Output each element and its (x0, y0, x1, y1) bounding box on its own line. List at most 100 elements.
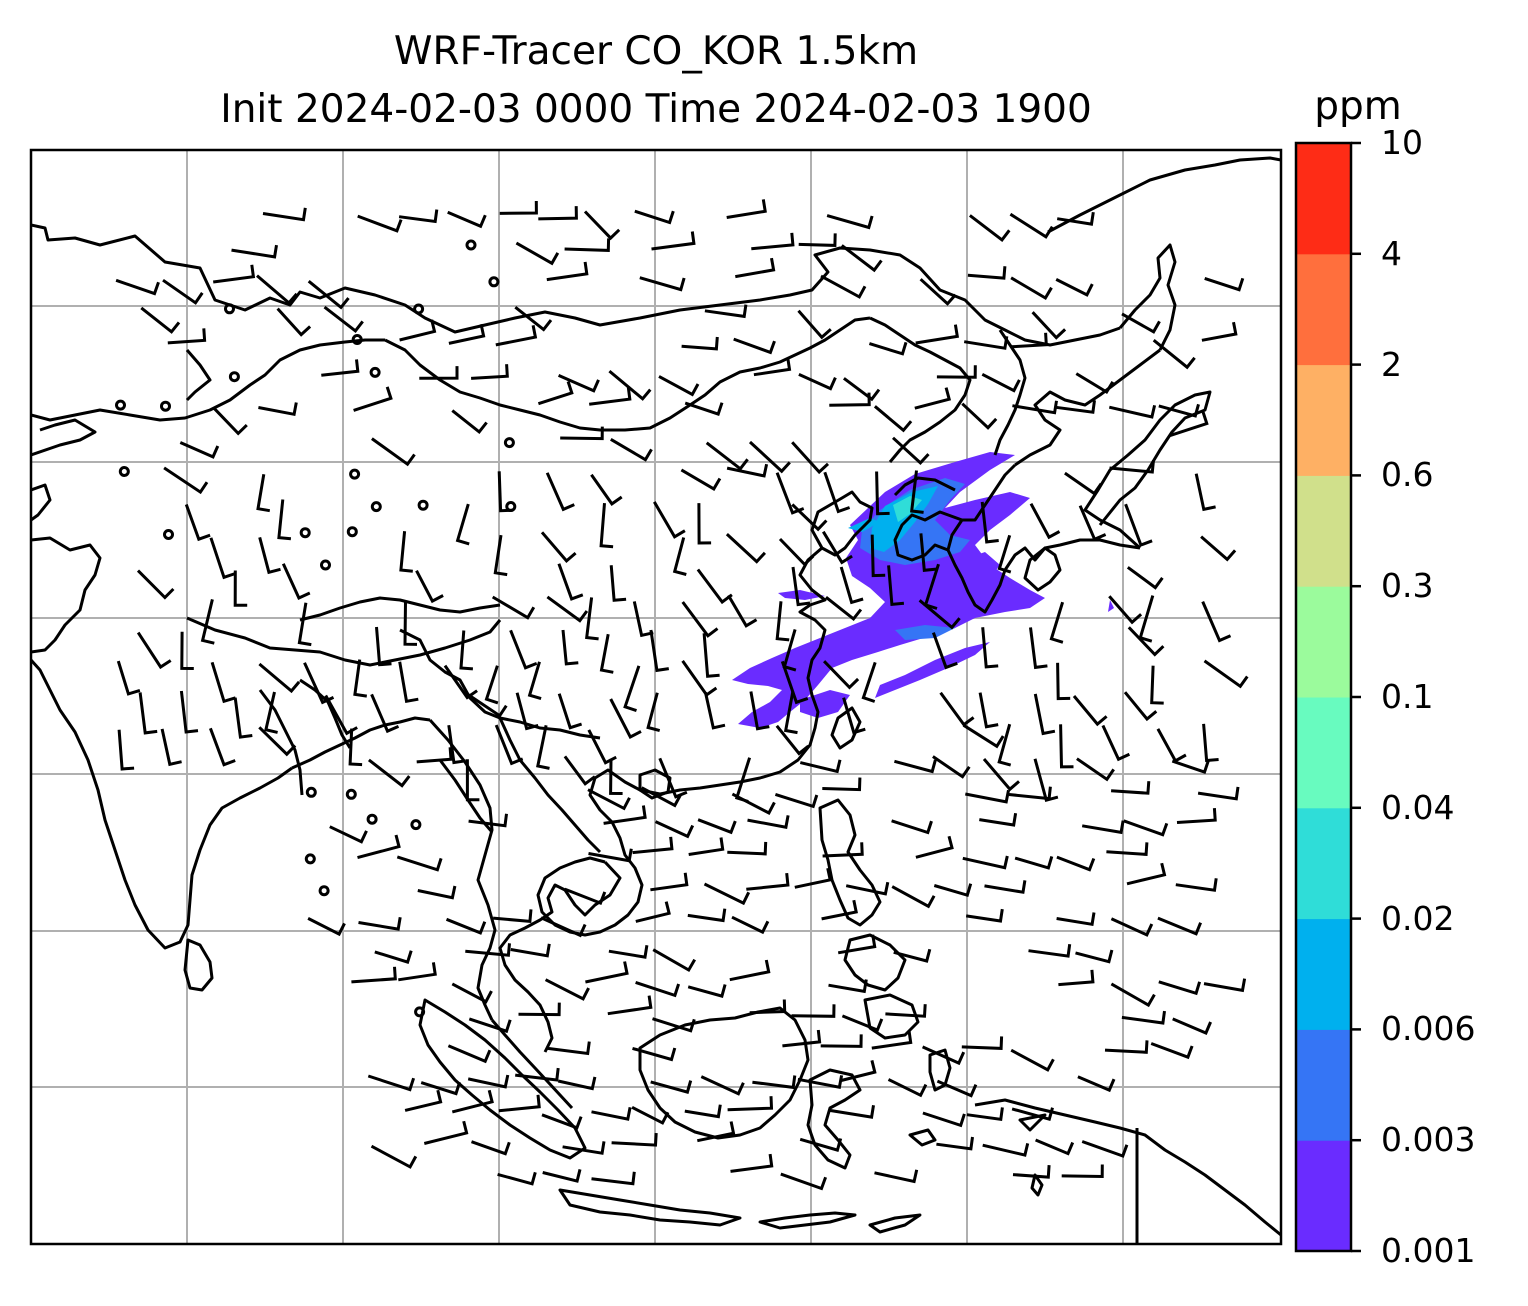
coast-timor (868, 1213, 922, 1234)
coast-india-west (31, 483, 52, 522)
wind-barb (324, 694, 358, 736)
wind-barb (209, 537, 236, 580)
wind-calm-marker (163, 529, 174, 540)
wind-barb (546, 595, 589, 623)
border-west-china (185, 349, 212, 402)
wind-barb (527, 661, 542, 701)
colorbar-tick-label: 0.006 (1381, 1009, 1476, 1049)
coast-malay-peninsula (490, 1019, 574, 1110)
wind-barb (697, 503, 712, 545)
wind-calm-marker (465, 239, 477, 251)
wind-barb (747, 815, 790, 829)
wind-barb (447, 210, 487, 229)
wind-barb (451, 1089, 494, 1114)
wind-barb (797, 1075, 844, 1089)
wind-barb (603, 805, 647, 825)
border-mongolia-china (384, 316, 871, 432)
wind-barb (423, 1120, 469, 1145)
wind-barb (180, 631, 194, 670)
wind-barb (752, 1075, 797, 1090)
wind-barb (258, 662, 301, 694)
wind-barb (729, 959, 771, 982)
wind-barb (610, 438, 653, 462)
coast-japan-kyushu (1023, 546, 1062, 592)
wind-calm-marker (118, 466, 130, 477)
wind-barb (541, 1113, 583, 1130)
wind-calm-marker (304, 853, 316, 865)
wind-barb (688, 837, 725, 856)
map-frame (29, 148, 1283, 1246)
wind-barb (775, 724, 810, 756)
wind-barb (258, 537, 281, 575)
wind-barb (840, 1060, 877, 1082)
colorbar-tick-label: 0.02 (1381, 898, 1455, 938)
wind-barb (696, 1121, 736, 1143)
wind-barb (727, 1096, 774, 1112)
wind-barb (599, 633, 614, 674)
wind-barb (887, 565, 905, 607)
wind-barb (498, 1094, 541, 1113)
wind-barb (891, 885, 936, 909)
wind-barb (820, 274, 867, 299)
wind-barb (794, 867, 832, 889)
wind-barb (775, 601, 790, 642)
wind-barb (307, 280, 350, 310)
wind-calm-marker (417, 499, 429, 511)
coast-manchuria-korea (946, 463, 1141, 614)
wind-barb (748, 440, 791, 474)
coast-korea-west (893, 510, 963, 562)
wind-barb (962, 723, 1005, 749)
wind-barb (599, 502, 614, 549)
wind-barb (632, 601, 654, 638)
wind-barb (1176, 808, 1217, 824)
wind-barb (1110, 982, 1156, 1008)
wind-barb (822, 530, 853, 565)
wind-barb (1059, 724, 1074, 769)
wind-barb (885, 1004, 927, 1018)
wind-barb (1108, 404, 1157, 419)
wind-barb (404, 1089, 443, 1112)
wind-barb (704, 692, 726, 730)
wind-barb (821, 899, 858, 921)
wind-barb (447, 724, 467, 765)
wind-barb (997, 723, 1012, 767)
wind-barb (791, 566, 811, 607)
wind-barb (936, 1079, 978, 1098)
wind-barb (749, 691, 770, 731)
wind-barb (791, 441, 830, 475)
wind-barb (277, 499, 292, 541)
wind-barb (447, 1044, 492, 1064)
wind-barb (179, 690, 199, 734)
wind-barb (297, 602, 312, 647)
wind-barb (939, 691, 975, 727)
wind-barb (443, 664, 478, 700)
wind-barb (459, 630, 474, 671)
colorbar-band (1296, 697, 1351, 809)
wind-barb (560, 426, 604, 441)
coastlines (31, 156, 1281, 1244)
wind-barb (780, 660, 809, 705)
wind-barb (562, 1141, 606, 1155)
wind-barb (799, 1137, 843, 1152)
wind-barb (417, 885, 457, 900)
coast-maluku (908, 1128, 937, 1147)
wind-barb (1104, 1040, 1149, 1054)
wind-barb (783, 691, 798, 735)
wind-barb (464, 691, 508, 718)
wind-barb (753, 357, 792, 377)
coast-north-border (31, 223, 1121, 347)
wind-barb (557, 1076, 597, 1091)
wind-barb (499, 200, 538, 215)
wind-barb (891, 436, 930, 466)
wind-barb (730, 1153, 774, 1173)
wind-barb (357, 214, 403, 233)
wind-barb (357, 834, 401, 860)
wind-barb (1072, 695, 1108, 727)
coast-china-shandong (659, 546, 827, 796)
wind-barb (1056, 855, 1096, 872)
wind-barb (419, 366, 459, 380)
wind-barb (1055, 400, 1096, 414)
wind-barb (208, 727, 236, 767)
wind-barb (963, 336, 1009, 350)
wind-barb (932, 755, 971, 779)
